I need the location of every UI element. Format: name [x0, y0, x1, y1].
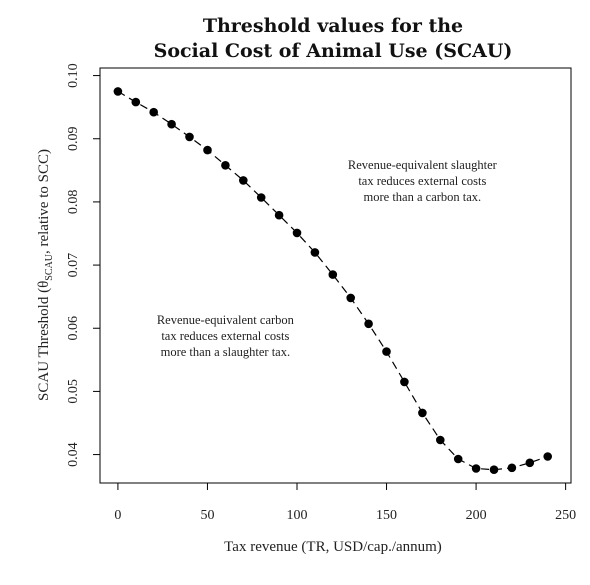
data-point: [274, 210, 284, 220]
data-point: [203, 145, 212, 155]
data-point: [310, 248, 320, 257]
y-axis-label-subscript: SCAU: [44, 253, 55, 280]
annotation-2: Revenue-equivalent carbon tax reduces ext…: [157, 313, 295, 359]
y-tick-label: 0.09: [66, 126, 81, 151]
data-point: [239, 176, 248, 185]
data-point: [346, 293, 356, 303]
annotation-line: tax reduces external costs: [161, 329, 289, 343]
data-point: [131, 97, 141, 107]
annotation-line: tax reduces external costs: [358, 174, 486, 188]
plot-frame: [99, 67, 572, 484]
x-tick-label: 0: [114, 508, 121, 523]
data-point: [436, 435, 445, 445]
data-point: [489, 465, 499, 475]
y-axis-label-prefix: SCAU Threshold (θ: [36, 281, 52, 401]
data-point: [185, 132, 194, 142]
y-axis-label: SCAU Threshold (θSCAU, relative to SCC): [36, 149, 55, 401]
y-tick-label: 0.10: [66, 63, 81, 88]
y-axis-label-suffix: , relative to SCC): [36, 149, 52, 254]
y-tick-label: 0.06: [66, 316, 81, 341]
annotation-1: Revenue-equivalent slaughter tax reduces …: [348, 158, 498, 204]
data-point: [507, 463, 517, 473]
x-tick-label: 250: [555, 508, 576, 523]
annotation-line: more than a carbon tax.: [364, 190, 482, 204]
annotation-line: Revenue-equivalent carbon: [157, 313, 295, 327]
data-point: [382, 347, 391, 356]
data-point: [471, 464, 481, 473]
x-axis: 0 50 100 150 200 250: [114, 483, 576, 523]
annotation-line: Revenue-equivalent slaughter: [348, 158, 498, 172]
data-point: [113, 87, 123, 96]
y-tick-label: 0.05: [66, 379, 81, 404]
annotations: Revenue-equivalent slaughter tax reduces …: [157, 158, 498, 359]
y-axis: 0.04 0.05 0.06 0.07 0.08 0.09 0.10: [66, 63, 100, 467]
x-tick-label: 50: [200, 508, 214, 523]
x-tick-label: 200: [466, 508, 487, 523]
x-tick-label: 150: [376, 508, 397, 523]
data-point: [364, 319, 373, 329]
data-point: [543, 452, 552, 461]
x-axis-label: Tax revenue (TR, USD/cap./annum): [224, 539, 442, 555]
series-points: [113, 87, 552, 475]
annotation-line: more than a slaughter tax.: [161, 345, 290, 359]
y-tick-label: 0.07: [66, 253, 81, 278]
data-point: [256, 193, 266, 202]
data-point: [292, 228, 302, 238]
data-point: [149, 107, 158, 117]
chart-title-line-1: Threshold values for the: [203, 15, 463, 37]
data-point: [525, 458, 535, 468]
data-point: [400, 377, 409, 387]
series-connector-line: [117, 90, 548, 471]
y-tick-label: 0.08: [66, 190, 81, 215]
data-point: [453, 454, 463, 464]
data-point: [221, 161, 230, 170]
data-point: [167, 119, 176, 129]
x-tick-label: 100: [286, 508, 307, 523]
data-point: [418, 408, 427, 418]
chart-title-line-2: Social Cost of Animal Use (SCAU): [154, 40, 513, 62]
data-point: [328, 270, 338, 279]
y-tick-label: 0.04: [66, 442, 81, 467]
